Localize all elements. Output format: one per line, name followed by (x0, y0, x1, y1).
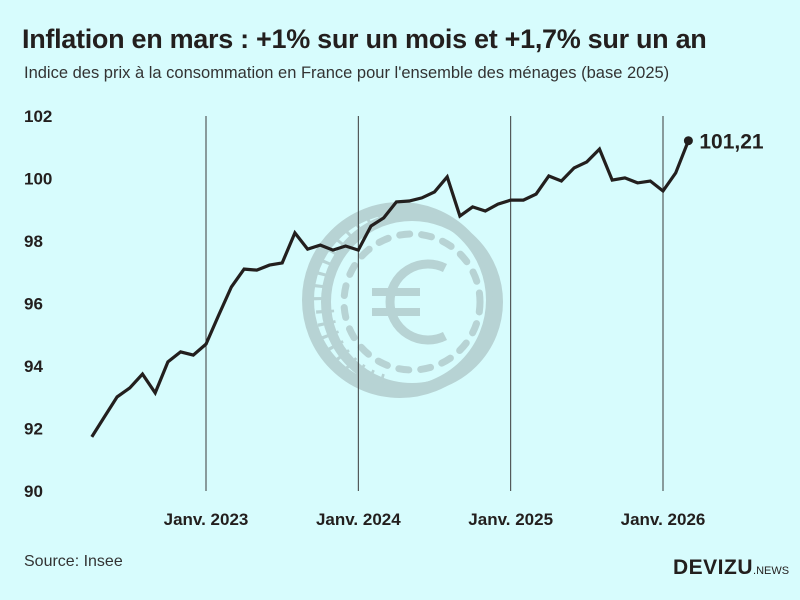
x-tick-label: Janv. 2023 (164, 510, 249, 529)
euro-coin-icon (302, 202, 503, 398)
y-tick-label: 90 (24, 482, 43, 501)
x-tick-label: Janv. 2026 (621, 510, 706, 529)
chart-title: Inflation en mars : +1% sur un mois et +… (22, 24, 707, 54)
series-line (90, 140, 690, 438)
x-tick-label: Janv. 2024 (316, 510, 401, 529)
y-tick-label: 96 (24, 295, 43, 314)
y-tick-label: 100 (24, 170, 52, 189)
logo-suffix: .NEWS (753, 565, 790, 577)
last-value-label: 101,21 (699, 131, 764, 154)
y-tick-label: 102 (24, 107, 52, 126)
source-note: Source: Insee (24, 553, 123, 570)
y-tick-label: 92 (24, 420, 43, 439)
devizu-logo: DEVIZU.NEWS (673, 556, 789, 580)
logo-main: DEVIZU (673, 556, 754, 579)
y-tick-label: 94 (24, 357, 43, 376)
chart-subtitle: Indice des prix à la consommation en Fra… (24, 64, 670, 82)
y-tick-label: 98 (24, 232, 43, 251)
last-data-point (683, 136, 693, 146)
x-tick-label: Janv. 2025 (468, 510, 553, 529)
